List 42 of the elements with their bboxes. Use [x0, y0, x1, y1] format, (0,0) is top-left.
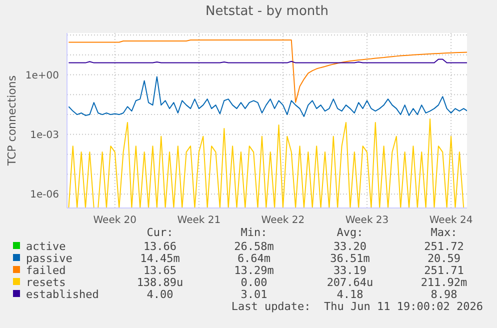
- text: 36.51m: [329, 252, 371, 265]
- x-tick-label: Week 24: [429, 215, 473, 226]
- line-series: [68, 40, 467, 103]
- text: 33.20: [332, 240, 368, 253]
- legend-label: failed: [26, 264, 66, 277]
- x-tick-label: Week 21: [177, 215, 221, 226]
- text: Min:: [240, 226, 268, 239]
- y-tick-label: 1e-03: [30, 130, 59, 141]
- text: 207.64u: [326, 276, 374, 289]
- text: 20.59: [426, 252, 462, 265]
- text: 13.65: [142, 264, 178, 277]
- x-tick-label: Week 22: [261, 215, 305, 226]
- text: 251.71: [423, 264, 465, 277]
- text: 4.00: [146, 288, 174, 301]
- x-tick-label: Week 20: [93, 215, 137, 226]
- legend-label: active: [26, 240, 66, 253]
- text: 0.00: [240, 276, 268, 289]
- text: Max:: [430, 226, 458, 239]
- text: 4.18: [336, 288, 364, 301]
- text: 14.45m: [139, 252, 181, 265]
- text: 13.66: [142, 240, 178, 253]
- text: 8.98: [430, 288, 458, 301]
- y-tick-label: 1e+00: [25, 70, 59, 82]
- text: Avg:: [336, 226, 364, 239]
- y-tick-label: 1e-06: [30, 190, 59, 201]
- text: 13.29m: [233, 264, 275, 277]
- chart-title: Netstat - by month: [204, 4, 330, 19]
- text: 33.19: [332, 264, 368, 277]
- text: 211.92m: [420, 276, 468, 289]
- legend-label: resets: [26, 276, 66, 289]
- legend-label: established: [26, 288, 99, 301]
- text: 251.72: [423, 240, 465, 253]
- text: 3.01: [240, 288, 268, 301]
- legend-label: passive: [26, 252, 72, 265]
- text: Last update: Thu Jun 11 19:00:02 2026: [231, 300, 483, 313]
- x-tick-label: Week 23: [345, 215, 389, 226]
- text: 6.64m: [236, 252, 272, 265]
- text: 138.89u: [136, 276, 184, 289]
- text: Cur:: [146, 226, 174, 239]
- y-axis-title: TCP connections: [6, 75, 19, 166]
- text: 26.58m: [233, 240, 275, 253]
- line-series: [68, 76, 467, 117]
